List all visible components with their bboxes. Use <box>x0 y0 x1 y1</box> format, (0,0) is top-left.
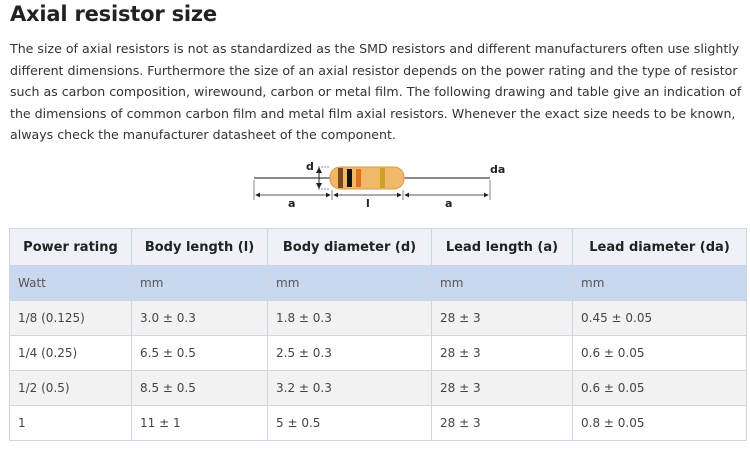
unit-cell: mm <box>131 265 268 301</box>
table-cell: 1/4 (0.25) <box>9 335 132 371</box>
color-band-3 <box>356 169 361 187</box>
unit-cell: Watt <box>9 265 132 301</box>
units-row: Watt mm mm mm mm <box>9 265 747 301</box>
table-cell: 0.8 ± 0.05 <box>572 405 747 441</box>
table-row: 1/4 (0.25) 6.5 ± 0.5 2.5 ± 0.3 28 ± 3 0.… <box>9 335 747 371</box>
table-cell: 11 ± 1 <box>131 405 268 441</box>
label-a-left: a <box>288 197 295 210</box>
dimensions-table: Power rating Body length (l) Body diamet… <box>9 228 747 441</box>
color-band-1 <box>338 168 343 188</box>
table-row: 1/2 (0.5) 8.5 ± 0.5 3.2 ± 0.3 28 ± 3 0.6… <box>9 370 747 406</box>
table-cell: 1/8 (0.125) <box>9 300 132 336</box>
table-cell: 6.5 ± 0.5 <box>131 335 268 371</box>
header-lead-diameter: Lead diameter (da) <box>572 228 747 266</box>
header-body-diameter: Body diameter (d) <box>267 228 432 266</box>
table-cell: 0.6 ± 0.05 <box>572 335 747 371</box>
table-cell: 28 ± 3 <box>431 300 573 336</box>
label-a-right: a <box>445 197 452 210</box>
color-band-4 <box>380 168 385 188</box>
header-lead-length: Lead length (a) <box>431 228 573 266</box>
label-d: d <box>306 160 314 173</box>
table-cell: 28 ± 3 <box>431 405 573 441</box>
unit-cell: mm <box>431 265 573 301</box>
label-l: l <box>366 197 370 210</box>
table-cell: 1/2 (0.5) <box>9 370 132 406</box>
resistor-diagram: d da a l a <box>253 160 505 210</box>
unit-cell: mm <box>267 265 432 301</box>
table-cell: 2.5 ± 0.3 <box>267 335 432 371</box>
table-cell: 3.2 ± 0.3 <box>267 370 432 406</box>
table-cell: 28 ± 3 <box>431 370 573 406</box>
color-band-2 <box>347 169 352 187</box>
intro-paragraph: The size of axial resistors is not as st… <box>10 41 742 142</box>
table-cell: 5 ± 0.5 <box>267 405 432 441</box>
table-cell: 0.6 ± 0.05 <box>572 370 747 406</box>
table-row: 1 11 ± 1 5 ± 0.5 28 ± 3 0.8 ± 0.05 <box>9 405 747 441</box>
page-title: Axial resistor size <box>10 2 217 26</box>
table-cell: 28 ± 3 <box>431 335 573 371</box>
table-row: 1/8 (0.125) 3.0 ± 0.3 1.8 ± 0.3 28 ± 3 0… <box>9 300 747 336</box>
unit-cell: mm <box>572 265 747 301</box>
table-cell: 1 <box>9 405 132 441</box>
table-header-row: Power rating Body length (l) Body diamet… <box>9 228 747 266</box>
label-da: da <box>490 163 505 176</box>
header-power-rating: Power rating <box>9 228 132 266</box>
table-cell: 3.0 ± 0.3 <box>131 300 268 336</box>
header-body-length: Body length (l) <box>131 228 268 266</box>
table-cell: 8.5 ± 0.5 <box>131 370 268 406</box>
table-cell: 1.8 ± 0.3 <box>267 300 432 336</box>
table-cell: 0.45 ± 0.05 <box>572 300 747 336</box>
